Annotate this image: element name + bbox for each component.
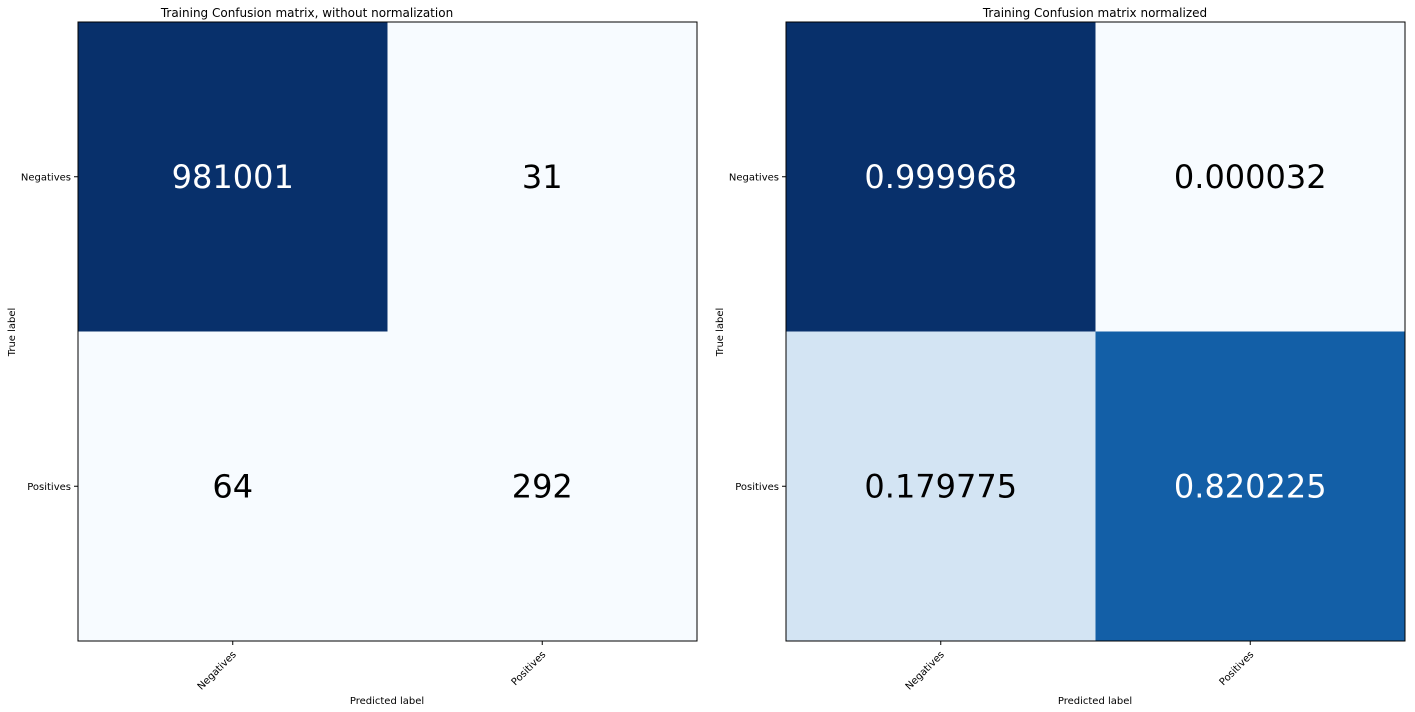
cell-value-label: 0.999968: [864, 158, 1017, 196]
heatmap-cell: [786, 331, 1096, 641]
y-axis-label: True label: [7, 308, 18, 358]
confusion-matrix-raw-plot: Training Confusion matrix, without norma…: [7, 6, 698, 707]
x-axis-label: Predicted label: [350, 696, 424, 707]
y-tick-label: Negatives: [21, 172, 71, 183]
heatmap-cell: [387, 22, 697, 332]
x-tick-label: Positives: [1218, 649, 1257, 688]
x-axis-label: Predicted label: [1058, 696, 1132, 707]
cell-value-label: 31: [522, 158, 563, 196]
confusion-matrix-raw: Training Confusion matrix, without norma…: [0, 0, 707, 712]
x-tick-label: Negatives: [196, 649, 239, 692]
heatmap-cells: 981001 31 64 292 Negatives Positives Negatives…: [21, 21, 698, 693]
confusion-matrix-normalized-plot: Training Confusion matrix normalized Pre…: [715, 6, 1406, 707]
chart-title: Training Confusion matrix, without norma…: [160, 6, 453, 20]
heatmap-cell: [387, 331, 697, 641]
heatmap-cell: [1095, 22, 1405, 332]
heatmap-cell: [78, 331, 388, 641]
heatmap-cell: [786, 22, 1096, 332]
cell-value-label: 0.000032: [1174, 158, 1327, 196]
plot-frame: [77, 21, 698, 642]
heatmap-cell: [78, 22, 388, 332]
y-axis-label: True label: [715, 308, 726, 358]
heatmap-cells: 0.999968 0.000032 0.179775 0.820225 Negative…: [729, 21, 1406, 693]
cell-value-label: 64: [212, 467, 253, 505]
cell-value-label: 0.179775: [864, 467, 1017, 505]
y-tick-label: Positives: [27, 482, 71, 493]
cell-value-label: 0.820225: [1174, 467, 1327, 505]
confusion-matrix-normalized: Training Confusion matrix normalized Pre…: [708, 0, 1415, 712]
x-tick-label: Positives: [510, 649, 549, 688]
y-tick-label: Negatives: [729, 172, 779, 183]
heatmap-cell: [1095, 331, 1405, 641]
chart-title: Training Confusion matrix normalized: [982, 6, 1207, 20]
cell-value-label: 981001: [172, 158, 294, 196]
y-tick-label: Positives: [735, 482, 779, 493]
x-tick-label: Negatives: [904, 649, 947, 692]
plot-frame: [785, 21, 1406, 642]
cell-value-label: 292: [512, 467, 573, 505]
